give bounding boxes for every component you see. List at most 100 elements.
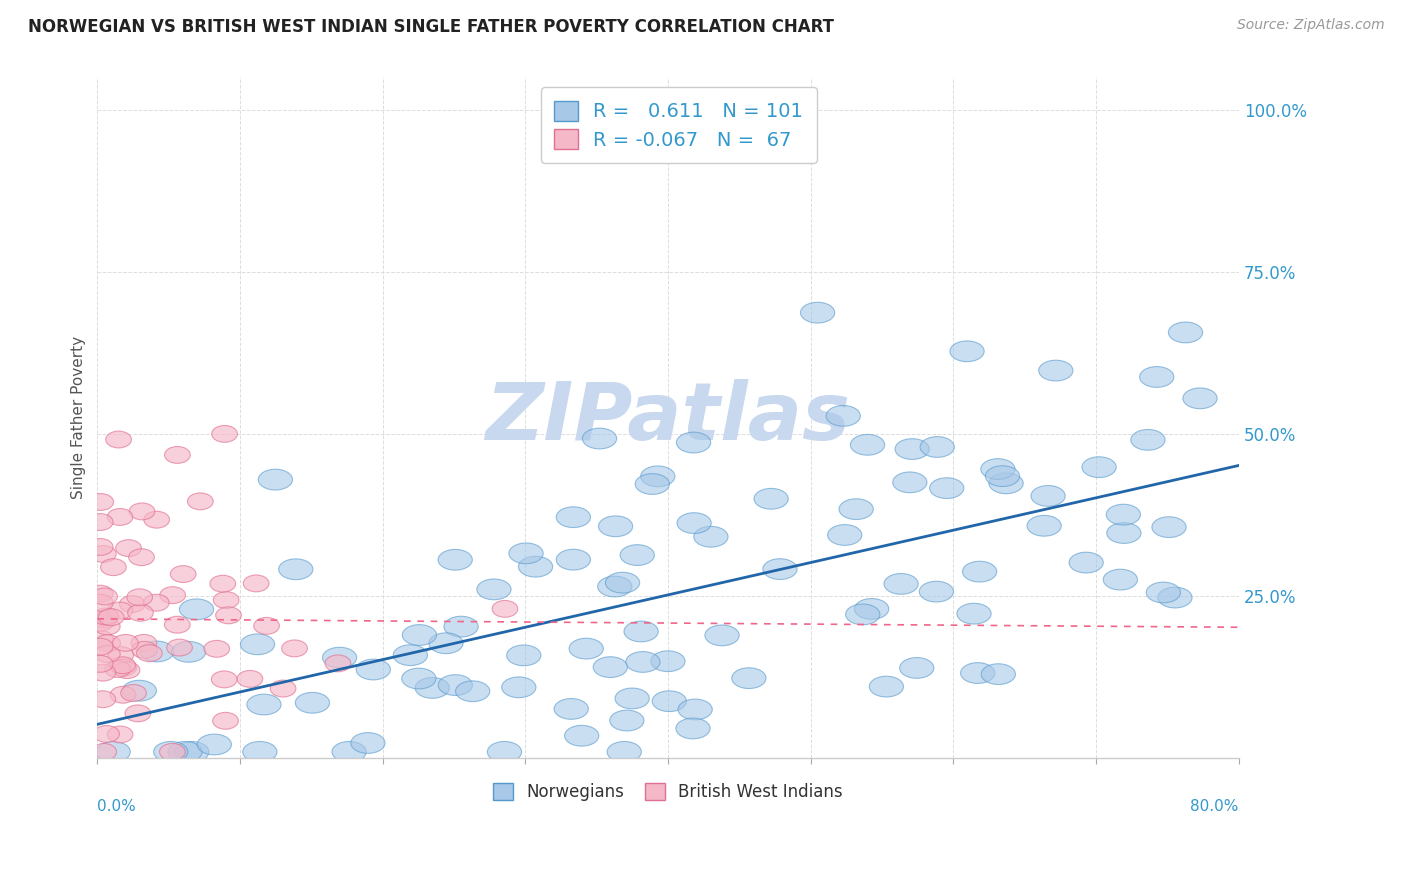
Ellipse shape <box>356 659 391 680</box>
Ellipse shape <box>763 558 797 580</box>
Ellipse shape <box>127 589 152 606</box>
Ellipse shape <box>981 664 1015 684</box>
Ellipse shape <box>444 616 478 637</box>
Ellipse shape <box>111 659 136 676</box>
Ellipse shape <box>704 625 740 646</box>
Text: Source: ZipAtlas.com: Source: ZipAtlas.com <box>1237 18 1385 32</box>
Ellipse shape <box>101 558 127 575</box>
Ellipse shape <box>477 579 510 599</box>
Ellipse shape <box>402 668 436 689</box>
Ellipse shape <box>212 713 239 730</box>
Text: 0.0%: 0.0% <box>97 799 136 814</box>
Ellipse shape <box>259 469 292 490</box>
Ellipse shape <box>94 725 120 742</box>
Ellipse shape <box>322 648 357 668</box>
Ellipse shape <box>1039 360 1073 381</box>
Ellipse shape <box>104 661 131 677</box>
Ellipse shape <box>402 624 436 646</box>
Ellipse shape <box>129 503 155 520</box>
Ellipse shape <box>636 474 669 494</box>
Ellipse shape <box>295 692 329 714</box>
Ellipse shape <box>1152 516 1187 538</box>
Ellipse shape <box>839 499 873 519</box>
Ellipse shape <box>641 466 675 487</box>
Ellipse shape <box>91 743 117 760</box>
Ellipse shape <box>607 741 641 763</box>
Ellipse shape <box>90 665 115 681</box>
Ellipse shape <box>238 671 263 688</box>
Ellipse shape <box>153 741 188 763</box>
Ellipse shape <box>105 431 131 448</box>
Ellipse shape <box>112 634 138 651</box>
Ellipse shape <box>87 631 114 648</box>
Ellipse shape <box>557 507 591 527</box>
Ellipse shape <box>91 611 117 628</box>
Ellipse shape <box>845 604 880 624</box>
Ellipse shape <box>582 428 617 449</box>
Ellipse shape <box>197 734 232 755</box>
Ellipse shape <box>651 651 685 672</box>
Ellipse shape <box>598 576 631 597</box>
Ellipse shape <box>352 732 385 754</box>
Ellipse shape <box>1140 367 1174 387</box>
Ellipse shape <box>1107 504 1140 525</box>
Ellipse shape <box>180 599 214 620</box>
Ellipse shape <box>960 663 995 683</box>
Ellipse shape <box>212 425 238 442</box>
Ellipse shape <box>676 718 710 739</box>
Ellipse shape <box>107 602 132 619</box>
Ellipse shape <box>676 432 710 453</box>
Ellipse shape <box>143 511 170 528</box>
Ellipse shape <box>957 603 991 624</box>
Ellipse shape <box>187 493 214 509</box>
Ellipse shape <box>136 645 162 662</box>
Ellipse shape <box>851 434 884 455</box>
Ellipse shape <box>439 674 472 696</box>
Ellipse shape <box>87 539 112 556</box>
Ellipse shape <box>599 516 633 537</box>
Ellipse shape <box>1069 552 1104 573</box>
Ellipse shape <box>1146 582 1181 603</box>
Ellipse shape <box>139 641 174 662</box>
Ellipse shape <box>557 549 591 570</box>
Ellipse shape <box>96 741 131 763</box>
Ellipse shape <box>456 681 489 702</box>
Ellipse shape <box>614 688 650 709</box>
Text: NORWEGIAN VS BRITISH WEST INDIAN SINGLE FATHER POVERTY CORRELATION CHART: NORWEGIAN VS BRITISH WEST INDIAN SINGLE … <box>28 18 834 36</box>
Ellipse shape <box>110 657 135 673</box>
Ellipse shape <box>167 640 193 656</box>
Ellipse shape <box>394 645 427 665</box>
Ellipse shape <box>120 596 145 613</box>
Ellipse shape <box>519 557 553 577</box>
Ellipse shape <box>920 436 955 458</box>
Ellipse shape <box>281 640 308 657</box>
Ellipse shape <box>170 566 195 582</box>
Ellipse shape <box>884 574 918 594</box>
Ellipse shape <box>693 526 728 547</box>
Ellipse shape <box>827 406 860 426</box>
Ellipse shape <box>174 741 209 763</box>
Ellipse shape <box>415 678 450 698</box>
Ellipse shape <box>620 545 654 566</box>
Ellipse shape <box>243 741 277 763</box>
Ellipse shape <box>209 575 236 592</box>
Ellipse shape <box>87 594 114 611</box>
Ellipse shape <box>731 668 766 689</box>
Ellipse shape <box>115 540 142 557</box>
Ellipse shape <box>1107 523 1142 543</box>
Ellipse shape <box>893 472 927 492</box>
Ellipse shape <box>800 302 835 323</box>
Ellipse shape <box>1130 429 1166 450</box>
Ellipse shape <box>90 690 115 707</box>
Ellipse shape <box>1157 587 1192 608</box>
Ellipse shape <box>270 680 295 697</box>
Ellipse shape <box>91 588 117 605</box>
Ellipse shape <box>87 585 112 602</box>
Ellipse shape <box>986 466 1019 486</box>
Ellipse shape <box>1168 322 1202 343</box>
Ellipse shape <box>214 591 239 608</box>
Ellipse shape <box>87 639 112 655</box>
Ellipse shape <box>107 508 134 525</box>
Ellipse shape <box>981 458 1015 479</box>
Ellipse shape <box>565 725 599 746</box>
